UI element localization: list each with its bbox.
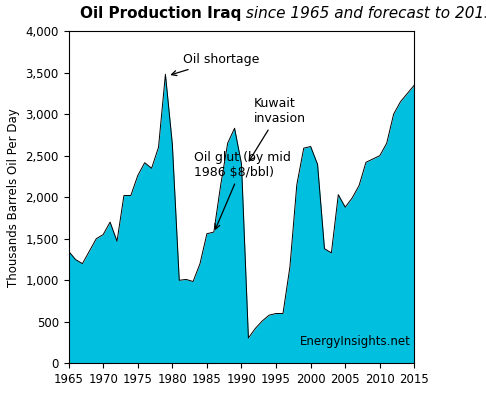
- Text: Oil Production Iraq: Oil Production Iraq: [80, 6, 242, 21]
- Text: Oil glut (by mid
1986 $8/bbl): Oil glut (by mid 1986 $8/bbl): [194, 151, 291, 229]
- Text: since 1965 and forecast to 2015: since 1965 and forecast to 2015: [242, 6, 486, 21]
- Y-axis label: Thousands Barrels Oil Per Day: Thousands Barrels Oil Per Day: [7, 108, 20, 286]
- Text: Oil shortage: Oil shortage: [172, 53, 259, 75]
- Text: Kuwait
invasion: Kuwait invasion: [249, 97, 306, 161]
- Text: EnergyInsights.net: EnergyInsights.net: [300, 335, 411, 348]
